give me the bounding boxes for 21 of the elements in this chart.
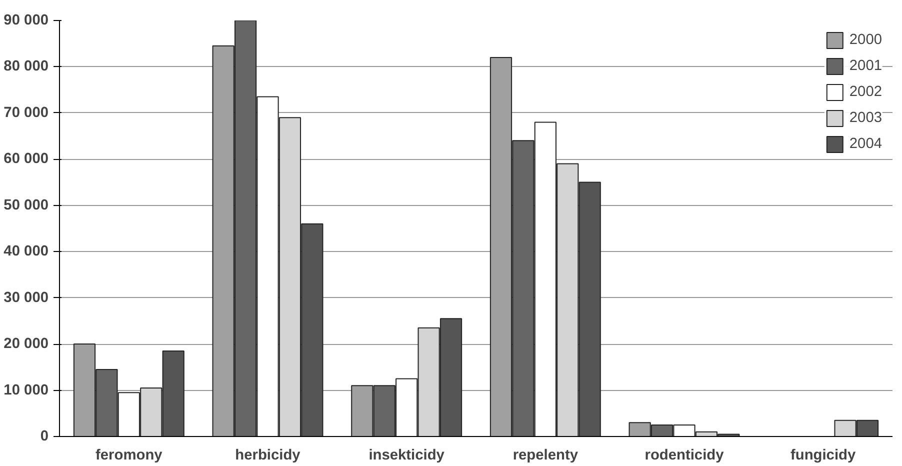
legend-label: 2003 [849, 110, 882, 126]
legend-label: 2001 [849, 58, 882, 74]
y-tick-label: 40 000 [4, 244, 48, 260]
y-tick-label: 10 000 [4, 382, 48, 398]
y-tick-label: 60 000 [4, 151, 48, 168]
legend-label: 2000 [849, 32, 882, 48]
x-tick-label: feromony [96, 448, 164, 464]
y-tick-label: 90 000 [4, 12, 48, 28]
y-tick-label: 30 000 [4, 290, 48, 306]
legend-label: 2004 [849, 136, 882, 152]
legend-label: 2002 [849, 84, 882, 100]
y-tick-label: 20 000 [4, 336, 48, 352]
x-tick-label: fungicidy [790, 448, 856, 464]
y-tick-label: 70 000 [4, 104, 48, 121]
x-tick-label: herbicidy [235, 448, 302, 464]
y-tick-label: 80 000 [4, 58, 48, 75]
x-tick-label: repelenty [512, 448, 579, 464]
y-tick-label: 50 000 [4, 197, 48, 214]
x-tick-label: insekticidy [368, 448, 446, 464]
y-tick-label: 0 [40, 428, 49, 444]
x-tick-label: rodenticidy [644, 448, 725, 464]
